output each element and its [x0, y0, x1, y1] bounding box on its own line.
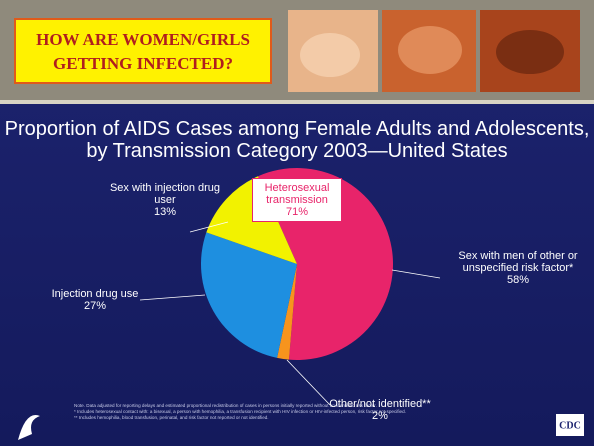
annotation: Heterosexual transmission 71%	[252, 178, 342, 222]
leader-line	[189, 221, 229, 233]
cdc-logo: CDC	[559, 420, 581, 431]
slice-name: Injection drug use	[51, 288, 139, 300]
leader-line	[139, 294, 206, 301]
cdc-logo-bg	[556, 414, 584, 436]
slice-label: Sex with men of other or unspecified ris…	[440, 250, 594, 286]
slice-value: 13%	[153, 206, 177, 218]
footnote: ** Includes hemophilia, blood transfusio…	[74, 415, 269, 420]
hand	[300, 33, 360, 77]
slice-label: Injection drug use 27%	[20, 288, 170, 312]
slice-name: Other/not identified**	[329, 398, 431, 410]
pie-slice	[206, 176, 297, 264]
leaders	[139, 221, 441, 406]
pie-slice	[201, 232, 297, 358]
leader-line	[391, 269, 441, 279]
footnote: Note. Data adjusted for reporting delays…	[74, 403, 377, 408]
annotation-text: Heterosexual transmission	[264, 182, 330, 206]
hand	[496, 30, 564, 74]
annotation-value: 71%	[285, 206, 309, 218]
pie-slice	[277, 264, 297, 360]
slice-value: 58%	[506, 274, 530, 286]
footnote: * Includes heterosexual contact with: a …	[74, 409, 406, 414]
slice-label: Other/not identified** 2%	[300, 398, 460, 422]
footnotes: Note. Data adjusted for reporting delays…	[74, 403, 514, 421]
slice-value: 2%	[372, 410, 388, 422]
header-title: HOW ARE WOMEN/GIRLS GETTING INFECTED?	[14, 18, 272, 84]
slice-name: Sex with men of other or unspecified ris…	[458, 250, 578, 274]
hand	[398, 26, 462, 74]
leader-line	[286, 359, 331, 406]
slice-name: Sex with injection drug user	[109, 182, 221, 206]
chart-title: Proportion of AIDS Cases among Female Ad…	[4, 118, 590, 162]
slice-label: Sex with injection drug user 13%	[100, 182, 230, 218]
slice-value: 27%	[83, 300, 107, 312]
hhs-logo	[18, 415, 40, 440]
header-rule	[0, 100, 594, 104]
